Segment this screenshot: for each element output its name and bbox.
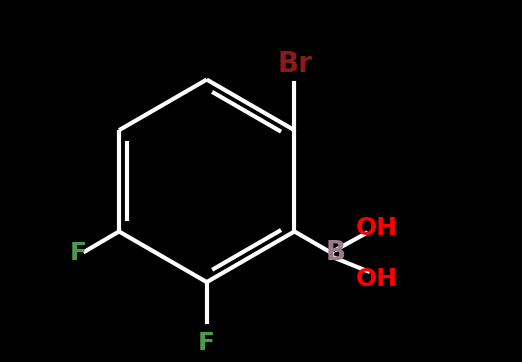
Text: F: F <box>69 241 86 265</box>
Text: F: F <box>198 331 215 355</box>
Text: OH: OH <box>356 216 398 240</box>
Text: OH: OH <box>356 266 398 290</box>
Text: Br: Br <box>277 50 312 78</box>
Text: B: B <box>326 240 346 266</box>
